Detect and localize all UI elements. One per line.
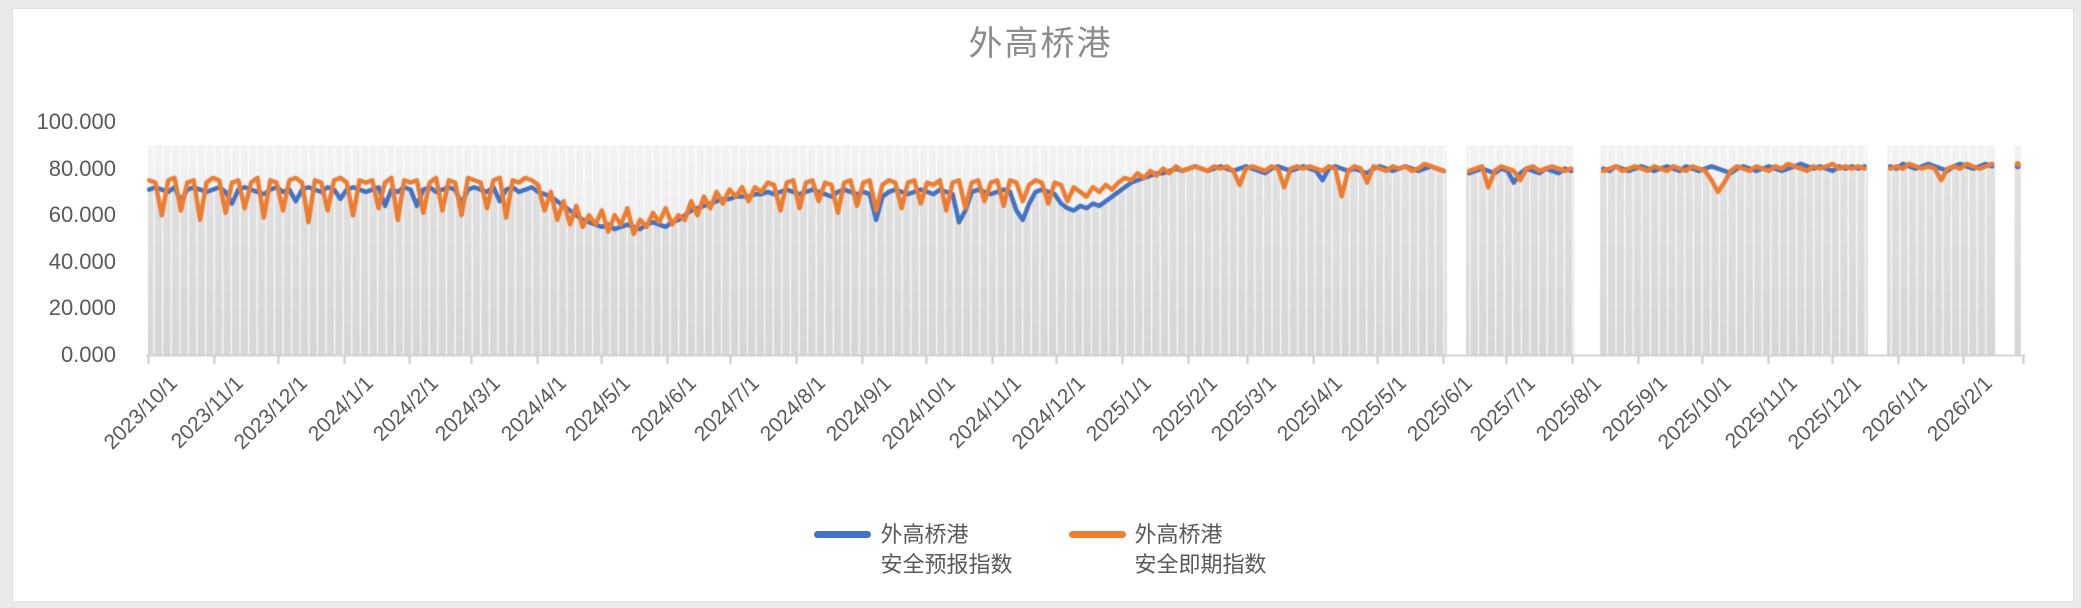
y-axis-label: 0.000 [60,342,116,367]
legend-label: 外高桥港 安全即期指数 [1134,522,1267,577]
legend-swatch-icon [814,531,872,538]
legend-swatch-icon [1068,531,1126,538]
chart-title: 外高桥港 [968,25,1113,63]
legend-label: 外高桥港 安全预报指数 [880,522,1013,577]
y-axis-label: 60.000 [48,202,116,228]
y-axis-label: 100.000 [36,109,116,134]
y-axis-label: 40.000 [48,248,116,274]
y-axis-label: 20.000 [48,295,116,321]
chart-legend: 外高桥港 安全预报指数 外高桥港 安全即期指数 [0,520,2081,580]
legend-item-forecast-index[interactable]: 外高桥港 安全预报指数 [814,520,1013,580]
legend-item-spot-index[interactable]: 外高桥港 安全即期指数 [1068,520,1267,580]
y-axis-label: 80.000 [48,155,116,181]
